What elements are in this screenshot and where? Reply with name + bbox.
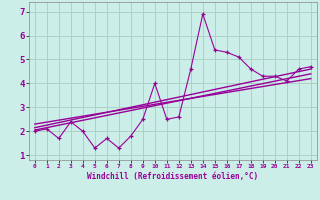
X-axis label: Windchill (Refroidissement éolien,°C): Windchill (Refroidissement éolien,°C) (87, 172, 258, 181)
